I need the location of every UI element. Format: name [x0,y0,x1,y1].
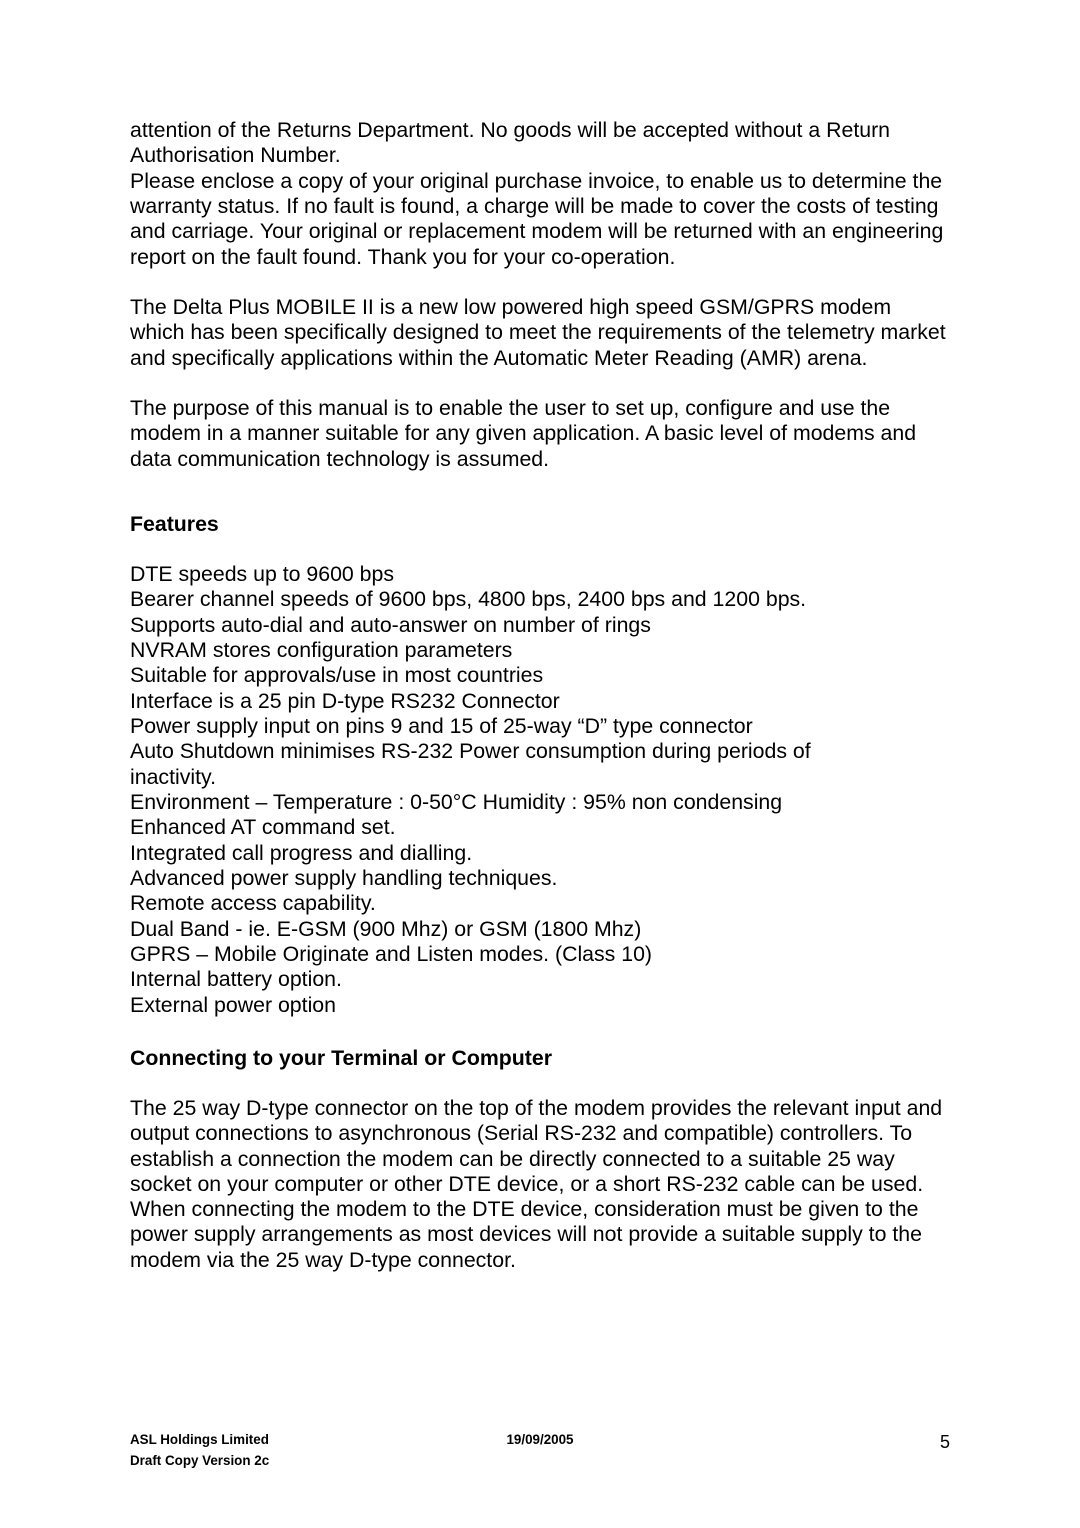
feature-item: Enhanced AT command set. [130,815,890,840]
feature-item: Bearer channel speeds of 9600 bps, 4800 … [130,587,890,612]
feature-item: Interface is a 25 pin D-type RS232 Conne… [130,689,890,714]
feature-item: Auto Shutdown minimises RS-232 Power con… [130,739,890,790]
footer-page-number: 5 [940,1432,950,1453]
feature-item: External power option [130,993,890,1018]
paragraph-invoice: Please enclose a copy of your original p… [130,169,950,270]
page-container: attention of the Returns Department. No … [0,0,1080,1528]
feature-item: Power supply input on pins 9 and 15 of 2… [130,714,890,739]
paragraph-product-intro: The Delta Plus MOBILE II is a new low po… [130,295,950,371]
feature-item: Internal battery option. [130,967,890,992]
feature-item: GPRS – Mobile Originate and Listen modes… [130,942,890,967]
page-footer: ASL Holdings Limited 19/09/2005 5 Draft … [130,1432,950,1468]
feature-item: Integrated call progress and dialling. [130,841,890,866]
feature-item: Advanced power supply handling technique… [130,866,890,891]
connecting-heading: Connecting to your Terminal or Computer [130,1046,950,1071]
footer-version: Draft Copy Version 2c [130,1453,269,1468]
feature-item: DTE speeds up to 9600 bps [130,562,890,587]
feature-item: Remote access capability. [130,891,890,916]
features-heading: Features [130,512,950,537]
features-list: DTE speeds up to 9600 bpsBearer channel … [130,562,950,1018]
feature-item: Suitable for approvals/use in most count… [130,663,890,688]
paragraph-manual-purpose: The purpose of this manual is to enable … [130,396,950,472]
feature-item: NVRAM stores configuration parameters [130,638,890,663]
paragraph-return-auth: attention of the Returns Department. No … [130,118,950,169]
feature-item: Environment – Temperature : 0-50°C Humid… [130,790,890,815]
feature-item: Supports auto-dial and auto-answer on nu… [130,613,890,638]
feature-item: Dual Band - ie. E-GSM (900 Mhz) or GSM (… [130,917,890,942]
footer-date: 19/09/2005 [506,1432,573,1447]
paragraph-connecting: The 25 way D-type connector on the top o… [130,1096,950,1273]
footer-company: ASL Holdings Limited [130,1432,269,1453]
